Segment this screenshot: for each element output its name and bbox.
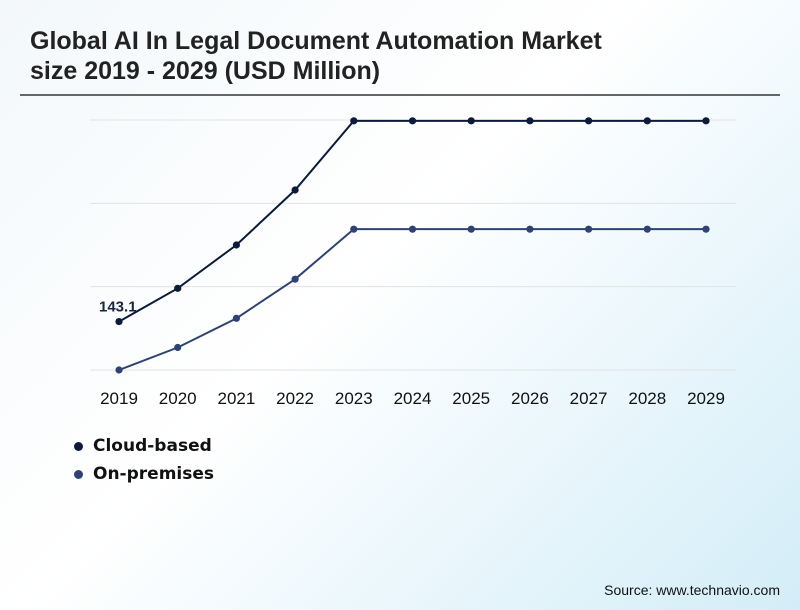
data-point xyxy=(232,314,240,322)
data-point xyxy=(526,225,534,233)
data-point xyxy=(585,225,593,233)
x-tick-label: 2021 xyxy=(217,389,255,408)
x-tick-label: 2023 xyxy=(335,389,373,408)
data-point xyxy=(350,225,358,233)
x-tick-label: 2027 xyxy=(570,389,608,408)
data-point xyxy=(350,117,358,125)
data-point xyxy=(232,241,240,249)
x-tick-label: 2028 xyxy=(628,389,666,408)
legend-label: On-premises xyxy=(93,464,215,484)
legend-item-cloud: Cloud-based xyxy=(74,436,212,456)
series-line-1 xyxy=(118,228,706,371)
series-line-0 xyxy=(118,119,706,323)
data-point xyxy=(702,117,710,125)
x-tick-label: 2029 xyxy=(687,389,725,408)
legend-label: Cloud-based xyxy=(93,436,212,456)
data-point xyxy=(291,275,299,283)
data-point xyxy=(526,117,534,125)
source-text: Source: www.technavio.com xyxy=(604,582,780,598)
data-point xyxy=(643,117,651,125)
data-point xyxy=(291,186,299,194)
data-point xyxy=(467,225,475,233)
data-point xyxy=(585,117,593,125)
data-point xyxy=(408,117,417,125)
x-tick-label: 2022 xyxy=(276,389,314,408)
x-tick-label: 2019 xyxy=(100,389,138,408)
data-point xyxy=(115,366,123,374)
data-point xyxy=(467,117,475,125)
legend-dot-icon xyxy=(74,441,83,451)
legend-item-onprem: On-premises xyxy=(74,464,214,484)
legend-dot-icon xyxy=(74,469,83,479)
x-tick-label: 2026 xyxy=(511,389,549,408)
data-point xyxy=(643,225,651,233)
data-point xyxy=(115,317,123,326)
chart-title: Global AI In Legal Document Automation M… xyxy=(30,27,602,85)
data-point xyxy=(174,284,182,292)
x-tick-label: 2025 xyxy=(452,389,490,408)
data-point xyxy=(174,343,182,352)
data-label: 143.1 xyxy=(99,299,137,316)
x-tick-label: 2024 xyxy=(394,389,432,408)
data-point xyxy=(408,225,417,233)
data-point xyxy=(702,225,710,233)
title-divider xyxy=(20,94,780,96)
x-tick-label: 2020 xyxy=(159,389,197,408)
